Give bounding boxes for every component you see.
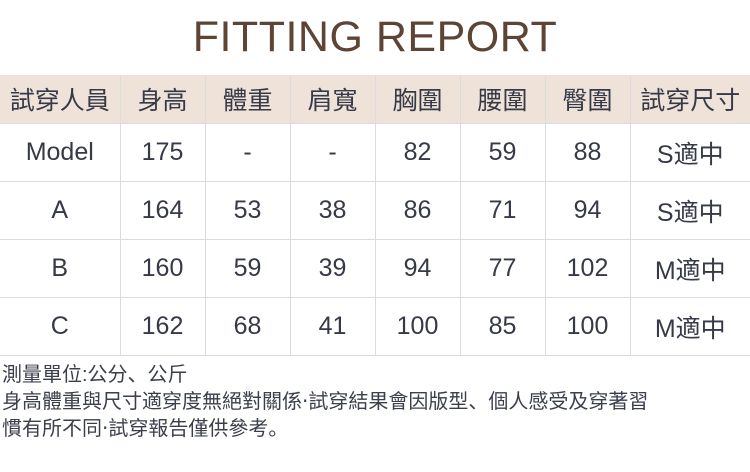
table-row: Model 175 - - 82 59 88 S適中	[0, 123, 750, 182]
cell-height: 162	[120, 297, 206, 356]
cell-shoulder: 39	[290, 239, 376, 298]
cell-hip: 100	[545, 297, 631, 356]
table-row: A 164 53 38 86 71 94 S適中	[0, 181, 750, 240]
table-header: 試穿人員 身高 體重 肩寬 胸圍 腰圍 臀圍 試穿尺寸	[0, 75, 750, 124]
cell-bust: 82	[375, 123, 461, 182]
cell-person: B	[0, 239, 121, 298]
cell-height: 164	[120, 181, 206, 240]
cell-size: S適中	[630, 123, 750, 182]
cell-shoulder: 38	[290, 181, 376, 240]
cell-person: Model	[0, 123, 121, 182]
column-header-height: 身高	[120, 75, 206, 124]
report-header: FITTING REPORT	[0, 0, 750, 75]
table-body: Model 175 - - 82 59 88 S適中 A 164 53 38 8…	[0, 123, 750, 356]
column-header-shoulder: 肩寬	[290, 75, 376, 124]
column-header-waist: 腰圍	[460, 75, 546, 124]
cell-hip: 102	[545, 239, 631, 298]
table-row: B 160 59 39 94 77 102 M適中	[0, 239, 750, 298]
fitting-report-table: 試穿人員 身高 體重 肩寬 胸圍 腰圍 臀圍 試穿尺寸 Model 175 - …	[0, 75, 750, 356]
cell-height: 160	[120, 239, 206, 298]
cell-waist: 71	[460, 181, 546, 240]
cell-waist: 85	[460, 297, 546, 356]
footnote-disclaimer-1: 身高體重與尺寸適穿度無絕對關係‧試穿結果會因版型、個人感受及穿著習	[2, 391, 649, 413]
cell-size: M適中	[630, 297, 750, 356]
cell-person: A	[0, 181, 121, 240]
cell-bust: 86	[375, 181, 461, 240]
cell-weight: 59	[205, 239, 291, 298]
column-header-hip: 臀圍	[545, 75, 631, 124]
footnotes: 測量單位:公分、公斤 身高體重與尺寸適穿度無絕對關係‧試穿結果會因版型、個人感受…	[0, 356, 750, 443]
cell-bust: 100	[375, 297, 461, 356]
footnote-disclaimer-2: 慣有所不同‧試穿報告僅供參考。	[2, 418, 289, 440]
cell-height: 175	[120, 123, 206, 182]
cell-size: S適中	[630, 181, 750, 240]
column-header-bust: 胸圍	[375, 75, 461, 124]
cell-shoulder: -	[290, 123, 376, 182]
cell-weight: 68	[205, 297, 291, 356]
page-title: FITTING REPORT	[192, 13, 558, 61]
cell-shoulder: 41	[290, 297, 376, 356]
cell-waist: 77	[460, 239, 546, 298]
cell-weight: -	[205, 123, 291, 182]
cell-size: M適中	[630, 239, 750, 298]
column-header-weight: 體重	[205, 75, 291, 124]
column-header-person: 試穿人員	[0, 75, 121, 124]
footnote-units: 測量單位:公分、公斤	[2, 364, 188, 386]
table-row: C 162 68 41 100 85 100 M適中	[0, 297, 750, 356]
cell-bust: 94	[375, 239, 461, 298]
cell-hip: 88	[545, 123, 631, 182]
cell-weight: 53	[205, 181, 291, 240]
cell-hip: 94	[545, 181, 631, 240]
column-header-size: 試穿尺寸	[630, 75, 750, 124]
cell-person: C	[0, 297, 121, 356]
header-row: 試穿人員 身高 體重 肩寬 胸圍 腰圍 臀圍 試穿尺寸	[0, 75, 750, 124]
cell-waist: 59	[460, 123, 546, 182]
